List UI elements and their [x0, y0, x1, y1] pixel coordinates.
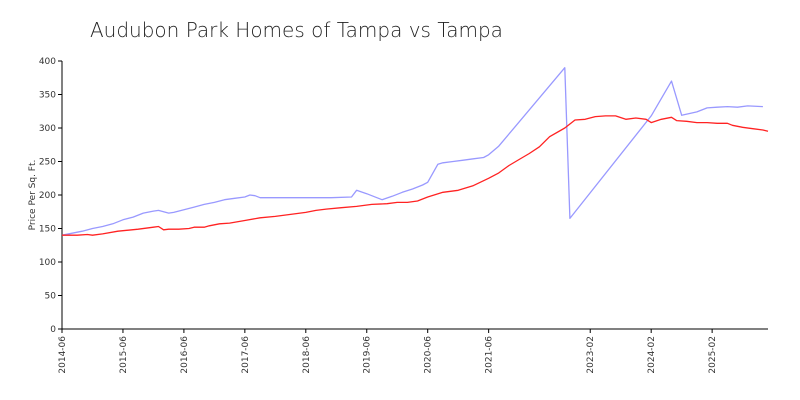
x-tick-label: 2015-06 [119, 336, 129, 374]
x-tick-label: 2016-06 [180, 336, 190, 374]
x-tick-label: 2017-06 [241, 336, 251, 374]
plot-area: 0 50 100 150 200 250 300 350 400 2014-06 2015-06 20… [39, 57, 769, 374]
series-line-1 [61, 67, 763, 236]
y-tick-label: 350 [39, 91, 56, 101]
y-tick-label: 200 [39, 191, 56, 201]
x-tick-label: 2025-02 [708, 336, 718, 374]
x-tick-label: 2014-06 [58, 336, 68, 374]
y-tick-label: 250 [39, 158, 56, 168]
x-tick-label: 2021-06 [485, 336, 495, 374]
series-line-2 [62, 115, 769, 236]
y-tick-label: 100 [39, 258, 56, 268]
y-tick-label: 150 [39, 225, 56, 235]
y-tick-label: 0 [50, 325, 56, 335]
x-tick-label: 2019-06 [363, 336, 373, 374]
x-tick-label: 2020-06 [424, 336, 434, 374]
y-axis-label: Price Per Sq. Ft. [28, 160, 38, 231]
y-tick-label: 400 [39, 57, 56, 67]
chart-title: Audubon Park Homes of Tampa vs Tampa [90, 18, 503, 42]
x-tick-label: 2024-02 [647, 336, 657, 374]
x-tick-label: 2018-06 [302, 336, 312, 374]
y-tick-label: 50 [45, 292, 57, 302]
y-tick-label: 300 [39, 124, 56, 134]
x-tick-label: 2023-02 [586, 336, 596, 374]
